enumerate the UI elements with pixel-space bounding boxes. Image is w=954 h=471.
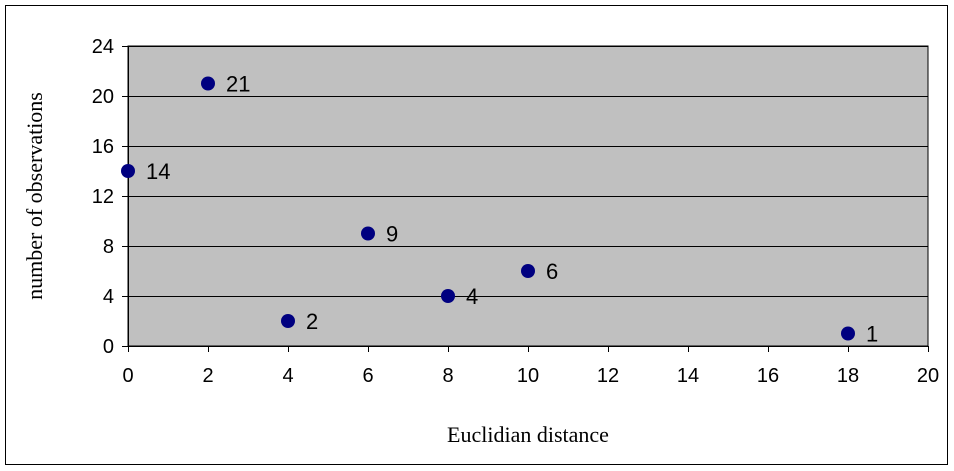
y-tick-label-4: 4	[103, 286, 114, 308]
data-point-6	[841, 326, 855, 341]
x-tick-label-18: 18	[837, 365, 859, 387]
x-tick-label-20: 20	[917, 365, 939, 387]
y-tick-label-8: 8	[103, 236, 114, 258]
data-point-5	[521, 264, 535, 278]
data-label-6: 1	[866, 322, 878, 347]
data-label-2: 2	[306, 309, 318, 334]
data-label-4: 4	[466, 284, 478, 309]
x-tick-label-2: 2	[202, 365, 213, 387]
data-point-0	[121, 164, 135, 178]
x-tick-label-8: 8	[442, 365, 453, 387]
data-label-5: 6	[546, 259, 558, 284]
data-point-4	[441, 289, 455, 303]
x-tick-label-6: 6	[362, 365, 373, 387]
x-tick-label-4: 4	[282, 365, 293, 387]
data-point-3	[361, 226, 375, 241]
y-tick-label-0: 0	[103, 336, 114, 358]
x-tick-label-10: 10	[517, 365, 539, 387]
x-tick-label-0: 0	[122, 365, 133, 387]
y-tick-label-20: 20	[92, 86, 114, 108]
data-point-2	[281, 314, 295, 328]
x-tick-label-16: 16	[757, 365, 779, 387]
gridlines	[128, 46, 928, 297]
data-label-1: 21	[226, 72, 250, 97]
y-tick-label-16: 16	[92, 136, 114, 158]
axes	[122, 46, 929, 352]
data-point-1	[201, 76, 215, 91]
data-label-3: 9	[386, 222, 398, 247]
x-axis-title: Euclidian distance	[447, 422, 609, 447]
y-axis-title: number of observations	[22, 92, 47, 300]
data-points	[121, 76, 855, 341]
data-labels: 14 21 2 9 4 6 1	[146, 72, 878, 347]
x-tick-label-14: 14	[677, 365, 699, 387]
x-tick-label-12: 12	[597, 365, 619, 387]
data-label-0: 14	[146, 159, 170, 184]
y-tick-label-12: 12	[92, 186, 114, 208]
y-tick-label-24: 24	[92, 36, 114, 58]
